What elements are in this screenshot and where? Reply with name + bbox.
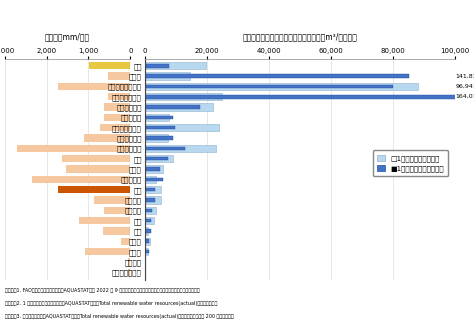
Bar <box>145 167 160 171</box>
Bar <box>145 229 151 233</box>
Bar <box>32 176 130 183</box>
Bar <box>94 196 130 203</box>
Bar <box>145 198 155 202</box>
Bar <box>145 95 474 98</box>
Bar <box>145 155 173 162</box>
Bar <box>145 114 169 121</box>
Bar <box>145 188 155 191</box>
Bar <box>145 145 216 152</box>
Bar <box>145 177 163 181</box>
Bar <box>145 83 418 90</box>
Bar <box>100 124 130 131</box>
Bar <box>108 93 130 100</box>
Bar <box>79 217 130 224</box>
Bar <box>128 269 130 276</box>
Bar <box>85 248 130 255</box>
Bar <box>145 217 154 224</box>
Bar <box>145 227 148 235</box>
Bar <box>145 105 201 109</box>
Bar <box>145 248 148 255</box>
Text: 164,019: 164,019 <box>456 94 474 99</box>
Bar <box>103 227 130 235</box>
Title: 降水量（mm/年）: 降水量（mm/年） <box>45 32 90 41</box>
Bar <box>89 62 130 69</box>
Title: 一人当たり年降水総量・水資源賦存量（m³/人・年）: 一人当たり年降水総量・水資源賦存量（m³/人・年） <box>242 32 357 41</box>
Bar <box>145 116 173 119</box>
Text: 2. 1 人当たり水資源賦存量は、「AQUASTAT」の「Total renewable water resources(actual)」をもとに算出: 2. 1 人当たり水資源賦存量は、「AQUASTAT」の「Total renew… <box>5 301 217 305</box>
Bar <box>145 74 409 78</box>
Bar <box>145 124 219 131</box>
Bar <box>145 136 173 140</box>
Bar <box>84 135 130 142</box>
Bar <box>145 165 163 173</box>
Bar <box>66 165 130 173</box>
Bar <box>104 207 130 214</box>
Bar <box>17 145 130 152</box>
Bar <box>145 207 156 214</box>
Bar <box>145 238 150 245</box>
Bar <box>145 103 213 111</box>
Bar <box>145 186 161 193</box>
Bar <box>145 176 156 183</box>
Bar <box>58 83 130 90</box>
Bar <box>145 196 161 203</box>
Text: （注）　1. FAO（国連食糧農業機関）「AQUASTAT」の 2022 年 9 月アクセス時点の最新データをもとに国土交通省水資源部作成: （注） 1. FAO（国連食糧農業機関）「AQUASTAT」の 2022 年 9… <box>5 288 200 292</box>
Bar <box>145 72 190 80</box>
Bar <box>145 219 152 222</box>
Text: 141,814: 141,814 <box>456 73 474 79</box>
Bar <box>145 250 149 254</box>
Text: 3. 「世界」の値は「AQUASTAT」に「Total renewable water resources(actual)」が捕捉されている 200 か国による: 3. 「世界」の値は「AQUASTAT」に「Total renewable wa… <box>5 314 234 318</box>
Bar <box>108 72 130 80</box>
Bar <box>145 84 393 88</box>
Bar <box>104 114 130 121</box>
Bar <box>128 258 130 266</box>
Bar <box>145 209 152 212</box>
Bar <box>145 62 206 69</box>
Legend: □1人当たり年降水総量, ■1人当たり水資源賦存量: □1人当たり年降水総量, ■1人当たり水資源賦存量 <box>373 150 448 176</box>
Bar <box>145 93 222 100</box>
Bar <box>145 64 169 68</box>
Bar <box>145 157 168 161</box>
Bar <box>63 155 130 162</box>
Bar <box>104 103 130 111</box>
Bar <box>58 186 130 193</box>
Text: 96,941: 96,941 <box>456 84 474 89</box>
Bar <box>121 238 130 245</box>
Bar <box>145 147 185 150</box>
Bar <box>145 135 168 142</box>
Bar <box>145 126 175 129</box>
Bar <box>145 240 148 243</box>
